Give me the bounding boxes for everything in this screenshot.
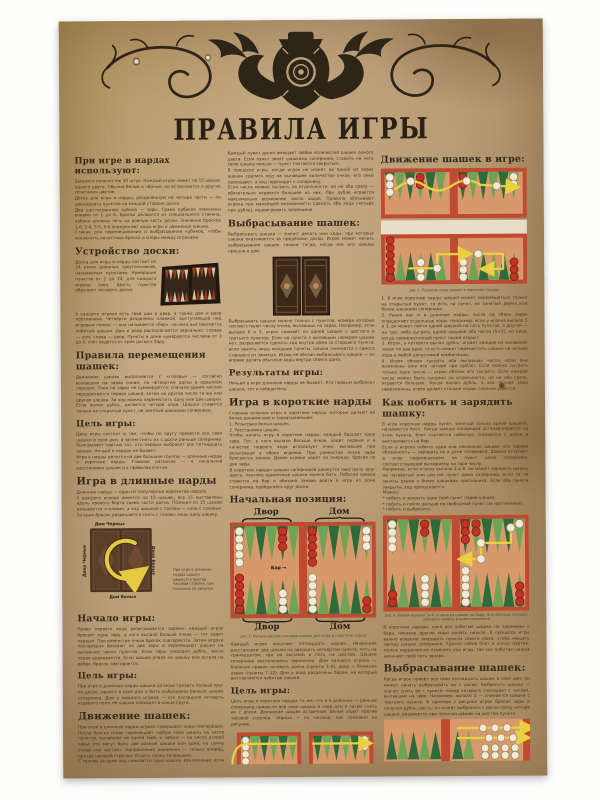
content-columns: При игре в нардах используют: Шашки в ко…	[59, 145, 547, 766]
section-heading: Начальная позиция:	[229, 494, 347, 506]
section-heading: Движение шашек:	[77, 710, 191, 723]
section-body: Ничьей в игре длинные нарды не бывает. К…	[228, 379, 375, 392]
figure-caption: рис 5. Игрок выкинул 6+6 и имеет возможн…	[384, 762, 530, 763]
shield-emblem	[272, 31, 330, 110]
section-heading: Игра в длинные нарды	[76, 475, 217, 488]
figure-caption: рис 3. Правила хода шашек в коротких нар…	[409, 287, 500, 292]
label-yard: Двор	[253, 507, 279, 518]
column-left: При игре в нардах используют: Шашки в ко…	[74, 150, 225, 766]
move-rules-board	[380, 167, 528, 285]
figure-caption: рис 4. Белым выпало 3+4, и одна из шашек…	[385, 612, 528, 622]
section-heading: Устройство доски:	[75, 245, 180, 258]
section-initial-position: Начальная позиция: Двор Дом Бар → Двор	[230, 494, 377, 681]
section-heading: Цель игры:	[230, 686, 291, 697]
section-heading: Результаты игры:	[228, 368, 324, 379]
dragons-emblem-ornament	[101, 29, 502, 110]
poster-header: ПРАВИЛА ИГРЫ	[59, 19, 544, 148]
label-black-home: Дом Черных	[94, 521, 125, 527]
section-body: Каждый игрок получает пятнадцать шашек. …	[230, 640, 377, 681]
section-heading: Выбрасывание шашек:	[383, 663, 526, 675]
label-black-yard: Двор Черных	[81, 544, 87, 578]
section-goal: Цель игры: Цель игры состоит в том, чтоб…	[76, 418, 222, 471]
section-heading: Выбрасывание шашек:	[227, 217, 361, 230]
section-body: Шашки в количестве 30 штук. Каждый игрок…	[74, 177, 221, 241]
section-body: В игре короткие нарды пункт, занятый тол…	[382, 420, 529, 512]
section-body: Право первого хода разыгрывается зарами:…	[77, 625, 224, 666]
section-goal-long: Цель игры: При игре в длинные нарды шашк…	[78, 671, 224, 707]
section-heading: Игра в короткие нарды	[228, 396, 372, 409]
figure-caption: рис 1. Начальная расстановка шашек для и…	[240, 633, 367, 639]
label-white-yard: Двор Белых	[151, 546, 157, 576]
board-bottom-labels: Двор Дом	[230, 617, 376, 633]
label-yard: Двор	[254, 622, 280, 633]
paper-hole	[132, 56, 140, 67]
section-bearing-off-short: Выбрасывание шашек: Когда игрок привёл в…	[384, 663, 531, 764]
figure-long-board-photo: Дом Черных Двор Черных Двор Белых Дом Бе…	[77, 520, 224, 609]
section-body: Цель игры состоит в том, чтобы по кругу …	[76, 430, 223, 471]
board-photo	[160, 262, 221, 306]
section-body: Выбрасывать шашки — значит делать ими хо…	[227, 230, 375, 254]
bearoff-example-board	[383, 718, 531, 762]
label-home: Дом	[328, 507, 350, 518]
section-heading: Цель игры:	[77, 671, 138, 682]
column-middle: Каждый пункт доски вмещает любое количес…	[227, 150, 377, 765]
figure-hit-example: рис 4. Белым выпало 3+4, и одна из шашек…	[382, 514, 530, 622]
section-heading: При игре в нардах используют:	[74, 155, 170, 177]
section-game-start: Начало игры: Право первого хода разыгрыв…	[77, 613, 223, 667]
section-short-backgammon: Игра в короткие нарды Главные отличия иг…	[229, 396, 376, 490]
figure-initial-position: Двор Дом Бар → Двор Дом	[229, 507, 377, 639]
initial-position-board	[229, 521, 377, 619]
label-home: Дом	[329, 622, 351, 633]
section-board-device: Устройство доски: Доска для игры в нарды…	[75, 245, 222, 345]
board-top-labels: Двор Дом	[230, 507, 376, 523]
section-bearing-off: Выбрасывание шашек: Выбрасывать шашки — …	[228, 217, 375, 363]
column-right: Движение шашек в игре: рис 3. Правила хо…	[380, 149, 531, 764]
section-heading: Движение шашек в игре:	[380, 153, 525, 166]
figure-bearoff-example: рис 5. Игрок выкинул 6+6 и имеет возможн…	[383, 718, 531, 764]
section-body: У каждого игрока есть свой дом и двор, а…	[75, 310, 222, 345]
numbered-rules: 1. В игре короткие нарды шашка может пер…	[381, 294, 528, 392]
section-body: Движение шашек выполняется с «головы» — …	[75, 373, 223, 414]
section-body: В коротких нардах, пока все побитые шашк…	[383, 623, 530, 659]
section-checkers-movement: Движение шашек: При игре в длинные нарды…	[78, 711, 224, 766]
section-equipment: При игре в нардах используют: Шашки в ко…	[75, 155, 222, 241]
section-movement-in-game: Движение шашек в игре: рис 3. Правила хо…	[381, 154, 528, 393]
section-heading: Начало игры:	[77, 613, 156, 625]
section-body: При игре в длинные нарды шашки должны сд…	[77, 682, 224, 706]
section-goal-short: Цель игры: Цель игры в коротких нардах т…	[231, 686, 377, 727]
board-box-photo	[272, 255, 331, 316]
section-body: Когда игрок привёл все свои пятнадцать ш…	[383, 675, 530, 717]
section-body: Главные отличия игры в короткие нарды, к…	[229, 409, 376, 490]
long-board-photo	[89, 528, 153, 593]
section-game-results: Результаты игры: Ничьей в игре длинные н…	[229, 368, 375, 392]
section-long-backgammon: Игра в длинные нарды Длинные нарды — оди…	[76, 475, 223, 608]
label-white-home: Дом Белых	[109, 594, 137, 600]
poster-title: ПРАВИЛА ИГРЫ	[173, 111, 430, 147]
section-move-rules: Правила перемещения шашек: Движение шаше…	[76, 349, 222, 414]
section-body: Выбрасывать шашки можно только с пунктов…	[228, 317, 375, 363]
paper-hole	[204, 53, 211, 62]
paper-stain	[498, 382, 505, 389]
section-heading: Правила перемещения шашек:	[75, 349, 206, 373]
figure-movement-direction: рис 2. Направление движения шашек в коро…	[231, 729, 377, 765]
figure-note: При игре в длинные нарды шашки движутся …	[173, 567, 214, 591]
section-heading: Цель игры:	[76, 418, 136, 430]
intro-paragraph: Каждый пункт доски вмещает любое количес…	[227, 149, 374, 213]
section-body: При игре в длинные нарды игроки совершаю…	[77, 723, 225, 766]
section-body: Цель игры в коротких нардах та же, что и…	[230, 697, 377, 727]
movement-direction-board	[231, 731, 374, 765]
rules-poster: ПРАВИЛА ИГРЫ При игре в нардах использую…	[58, 18, 548, 779]
figure-move-rules: рис 3. Правила хода шашек в коротких нар…	[380, 167, 528, 293]
section-heading: Как побить и зарядить шашку:	[381, 396, 513, 420]
section-body: Длинные нарды — один из популярных вариа…	[76, 488, 223, 517]
hit-example-board	[382, 514, 530, 612]
label-bar: Бар →	[270, 565, 287, 571]
section-hit-and-enter: Как побить и зарядить шашку: В игре коро…	[382, 396, 530, 658]
